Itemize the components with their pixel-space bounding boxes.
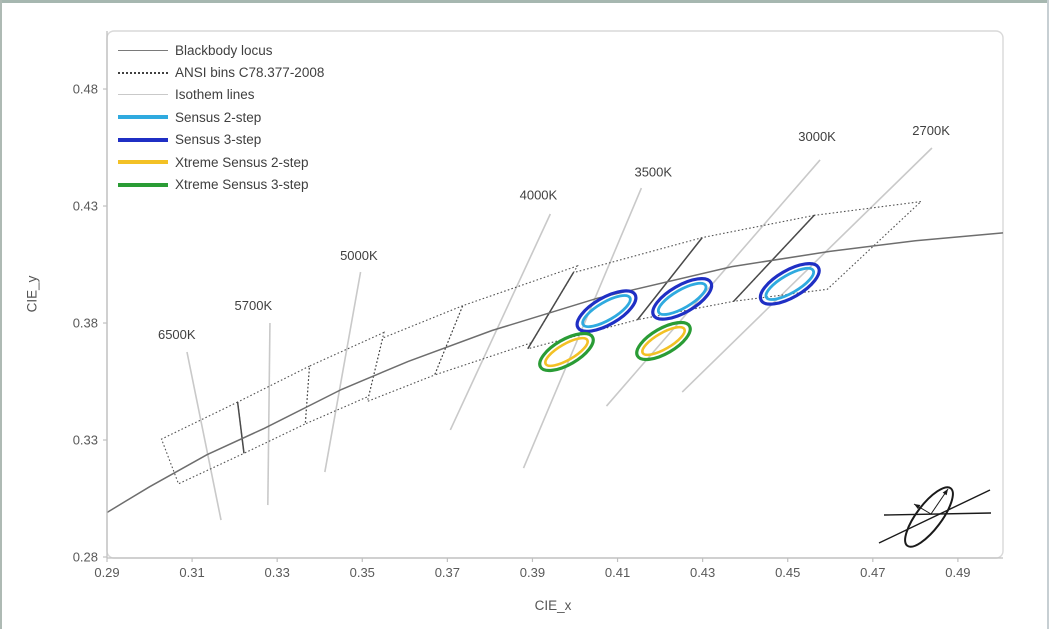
inset-arrowhead-1	[914, 504, 921, 510]
ellipse-pair-sensus-0	[575, 289, 638, 333]
y-tick-label: 0.38	[73, 316, 98, 331]
ellipse-sensus-2-step-2	[764, 266, 816, 301]
isotherm-line-3000K	[605, 159, 821, 407]
window-left-edge	[0, 0, 2, 629]
ansi-bin-4500K	[366, 304, 464, 403]
isotherm-line-2700K	[681, 147, 933, 393]
x-tick-label: 0.41	[605, 565, 630, 580]
x-tick-label: 0.29	[94, 565, 119, 580]
blackbody-locus-curve	[106, 232, 1004, 514]
ellipse-xtreme-sensus-3-step-4	[635, 320, 692, 362]
x-tick-label: 0.31	[179, 565, 204, 580]
legend-swatch-icon	[118, 71, 168, 74]
legend: Blackbody locus ANSI bins C78.377-2008 Iso…	[118, 39, 324, 196]
window-right-edge	[1047, 0, 1049, 629]
ellipse-pair-xtreme-sensus-4	[635, 320, 692, 362]
inset-line-0	[883, 512, 992, 516]
y-tick-label: 0.48	[73, 82, 98, 97]
legend-item-ansi-bins-c78-377-2008: ANSI bins C78.377-2008	[118, 61, 324, 83]
isotherm-line-3500K	[522, 187, 643, 469]
ellipse-xtreme-sensus-2-step-3	[544, 336, 589, 368]
legend-swatch-icon	[118, 49, 168, 51]
legend-swatch-icon	[118, 115, 168, 120]
legend-label: ANSI bins C78.377-2008	[175, 65, 325, 81]
ellipse-sensus-3-step-0	[575, 289, 638, 333]
x-axis-title: CIE_x	[534, 598, 572, 613]
legend-label: Xtreme Sensus 2-step	[175, 154, 309, 170]
ansi-bin-4000K	[433, 264, 579, 376]
y-axis-title: CIE_y	[24, 275, 40, 313]
ellipse-xtreme-sensus-2-step-4	[641, 325, 686, 357]
isotherm-label-4000K: 4000K	[520, 187, 558, 202]
ansi-bin-5700K	[237, 365, 311, 455]
x-tick-label: 0.35	[350, 565, 375, 580]
y-tick-label: 0.43	[73, 199, 98, 214]
ellipse-pair-xtreme-sensus-3	[538, 331, 595, 373]
ansi-bin-solid-edge-3	[733, 214, 815, 302]
legend-label: Sensus 3-step	[175, 132, 262, 148]
isotherm-label-3500K: 3500K	[634, 164, 672, 179]
legend-label: Blackbody locus	[175, 42, 273, 58]
inset-arrowhead-0	[942, 489, 948, 496]
isotherm-line-6500K	[186, 351, 222, 521]
ansi-bin-5000K	[304, 331, 385, 425]
inset-line-1	[878, 489, 991, 544]
legend-item-isothem-lines: Isothem lines	[118, 84, 324, 106]
legend-item-blackbody-locus: Blackbody locus	[118, 39, 324, 61]
ansi-bin-solid-edge-1	[527, 272, 574, 350]
legend-item-sensus-2-step: Sensus 2-step	[118, 106, 324, 128]
ellipse-sensus-2-step-1	[656, 281, 708, 316]
x-tick-label: 0.37	[435, 565, 460, 580]
x-tick-label: 0.47	[860, 565, 885, 580]
x-tick-label: 0.49	[945, 565, 970, 580]
ellipse-pair-sensus-1	[651, 277, 714, 321]
x-tick-label: 0.39	[520, 565, 545, 580]
ansi-bin-3000K	[636, 214, 816, 321]
ansi-bin-solid-edge-0	[236, 402, 245, 454]
legend-label: Isothem lines	[175, 87, 255, 103]
legend-item-sensus-3-step: Sensus 3-step	[118, 129, 324, 151]
isotherm-line-4000K	[449, 213, 552, 431]
x-tick-label: 0.43	[690, 565, 715, 580]
y-tick-label: 0.33	[73, 433, 98, 448]
ellipse-xtreme-sensus-3-step-3	[538, 331, 595, 373]
ellipse-sensus-3-step-2	[758, 262, 821, 306]
x-tick-label: 0.45	[775, 565, 800, 580]
ellipse-sensus-3-step-1	[651, 277, 714, 321]
inset-ellipse	[904, 486, 954, 548]
isotherm-label-3000K: 3000K	[798, 129, 836, 144]
legend-swatch-icon	[118, 137, 168, 142]
isotherm-label-6500K: 6500K	[158, 327, 196, 342]
isotherm-label-2700K: 2700K	[912, 123, 950, 138]
ellipse-sensus-2-step-0	[581, 294, 632, 329]
legend-item-xtreme-sensus-3-step: Xtreme Sensus 3-step	[118, 173, 324, 195]
legend-swatch-icon	[118, 94, 168, 96]
ansi-bin-solid-edge-2	[636, 237, 703, 321]
legend-swatch-icon	[118, 160, 168, 165]
legend-label: Xtreme Sensus 3-step	[175, 177, 309, 193]
window-top-edge	[0, 0, 1049, 3]
ellipse-pair-sensus-2	[758, 262, 821, 306]
isotherm-label-5000K: 5000K	[340, 248, 378, 263]
legend-item-xtreme-sensus-2-step: Xtreme Sensus 2-step	[118, 151, 324, 173]
y-tick-label: 0.28	[73, 550, 98, 565]
isotherm-line-5700K	[267, 323, 271, 506]
x-tick-label: 0.33	[265, 565, 290, 580]
legend-label: Sensus 2-step	[175, 109, 262, 125]
legend-swatch-icon	[118, 182, 168, 187]
isotherm-line-5000K	[324, 271, 362, 473]
isotherm-label-5700K: 5700K	[235, 298, 273, 313]
